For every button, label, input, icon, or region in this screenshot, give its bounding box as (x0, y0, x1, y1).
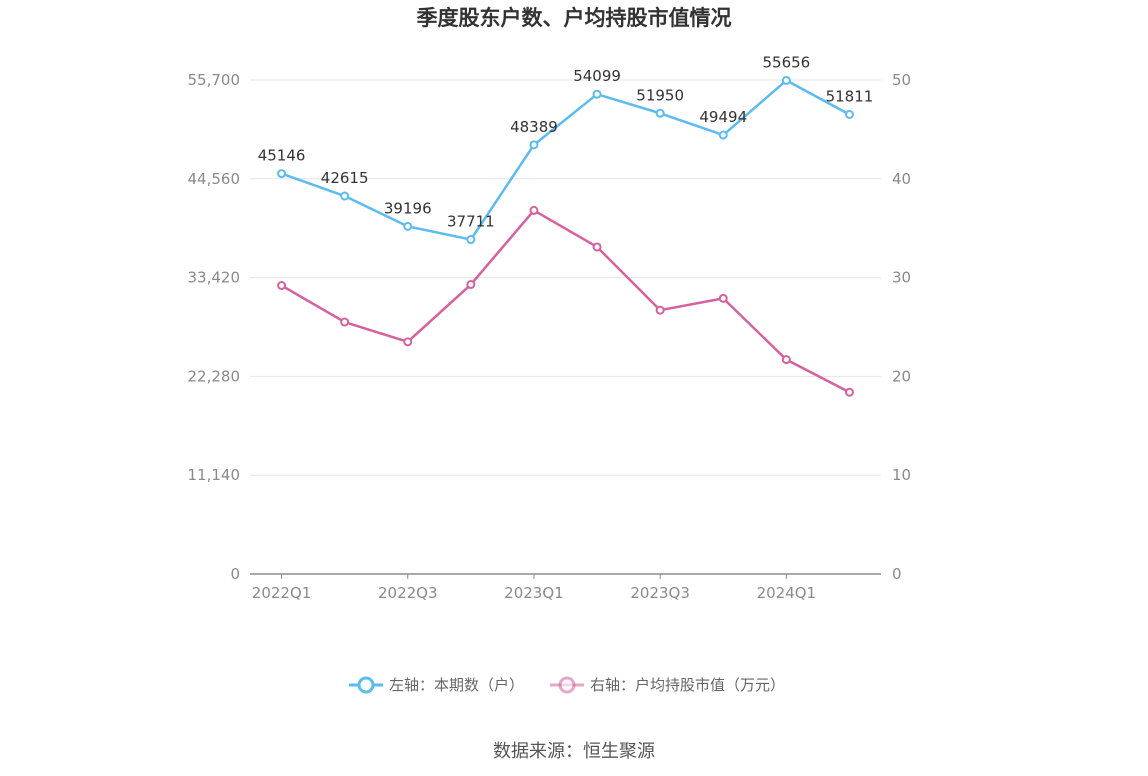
left-tick-label: 0 (230, 565, 240, 583)
x-tick-label: 2022Q1 (252, 584, 312, 602)
left-tick-label: 33,420 (188, 269, 241, 287)
series-layer: 45146 42615 39196 37711 48389 54099 51950 49494… (258, 53, 874, 397)
left-tick-label: 22,280 (188, 367, 241, 385)
data-point (403, 337, 413, 347)
series-line (281, 79, 851, 241)
right-tick-label: 0 (892, 565, 902, 583)
left-tick-label: 11,140 (188, 466, 241, 484)
data-point (529, 205, 539, 215)
data-label: 42615 (321, 169, 369, 187)
data-label: 49494 (699, 108, 747, 126)
data-label: 45146 (258, 147, 306, 165)
chart-title: 季度股东户数、户均持股市值情况 (417, 6, 732, 30)
data-label: 55656 (762, 53, 810, 71)
x-tick-label: 2022Q3 (378, 584, 438, 602)
x-tick-label: 2023Q1 (504, 584, 564, 602)
data-label: 51811 (826, 87, 874, 105)
right-tick-label: 20 (892, 367, 911, 385)
x-axis: 2022Q1 2022Q3 2023Q1 2023Q3 2024Q1 (250, 573, 881, 602)
data-point (655, 305, 665, 315)
grid (250, 79, 881, 476)
legend-label-right: 右轴：户均持股市值（万元） (590, 676, 785, 694)
data-point (592, 242, 602, 252)
data-point (403, 221, 413, 231)
data-point (340, 317, 350, 327)
left-tick-label: 55,700 (188, 71, 241, 89)
data-point (844, 109, 854, 119)
data-label: 37711 (447, 213, 495, 231)
legend-item-left[interactable]: 左轴：本期数（户） (349, 676, 524, 694)
data-point (781, 75, 791, 85)
right-tick-label: 30 (892, 269, 911, 287)
legend-item-right[interactable]: 右轴：户均持股市值（万元） (550, 676, 785, 694)
data-point (466, 235, 476, 245)
data-point (277, 281, 287, 291)
data-point (844, 387, 854, 397)
data-point (529, 140, 539, 150)
data-point (718, 293, 728, 303)
x-tick-label: 2024Q1 (757, 584, 817, 602)
data-point (466, 280, 476, 290)
data-label: 54099 (573, 67, 621, 85)
data-label: 51950 (636, 86, 684, 104)
right-tick-label: 10 (892, 466, 911, 484)
legend-label-left: 左轴：本期数（户） (389, 676, 524, 694)
data-label: 48389 (510, 118, 558, 136)
x-tick-label: 2023Q3 (630, 584, 690, 602)
series-avg-holding-value (277, 205, 854, 397)
data-point (340, 191, 350, 201)
right-axis: 0 10 20 30 40 50 (892, 71, 911, 583)
right-tick-label: 50 (892, 71, 911, 89)
series-household-count: 45146 42615 39196 37711 48389 54099 51950 49494… (258, 53, 874, 245)
right-tick-label: 40 (892, 170, 911, 188)
data-label: 39196 (384, 199, 432, 217)
left-tick-label: 44,560 (188, 170, 241, 188)
data-point (277, 169, 287, 179)
data-point (655, 108, 665, 118)
series-line (280, 209, 851, 394)
data-point (718, 130, 728, 140)
data-point (781, 355, 791, 365)
data-point (592, 89, 602, 99)
source-note: 数据来源：恒生聚源 (493, 741, 655, 762)
legend[interactable]: 左轴：本期数（户） 右轴：户均持股市值（万元） (349, 676, 785, 694)
left-axis: 0 11,140 22,280 33,420 44,560 55,700 (188, 71, 241, 583)
